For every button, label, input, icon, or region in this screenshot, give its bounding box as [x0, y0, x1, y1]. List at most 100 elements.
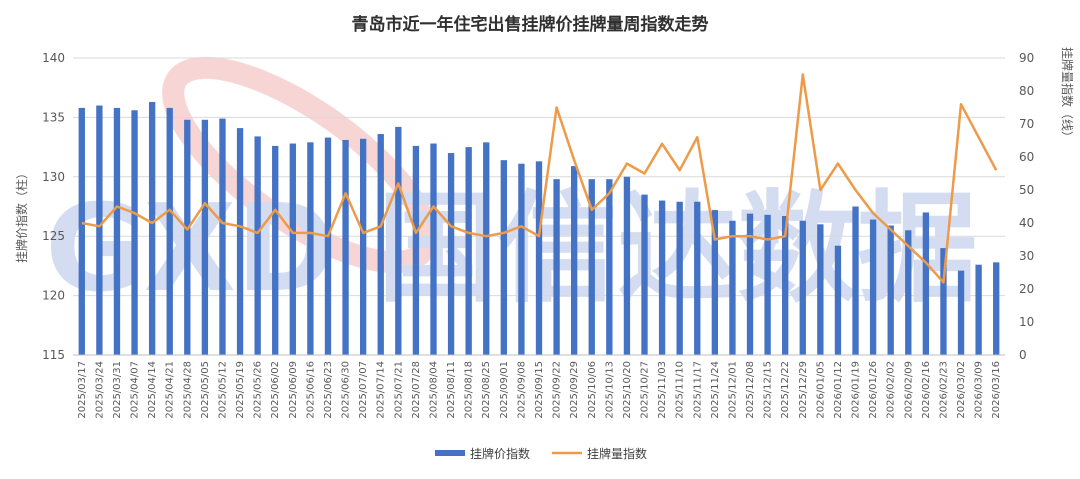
price-bar — [166, 107, 173, 355]
left-axis-label: 挂牌价指数（柱） — [14, 167, 29, 263]
price-bar — [658, 200, 666, 355]
x-tick-label: 2025/12/22 — [780, 361, 791, 419]
x-tick-label: 2025/11/24 — [710, 361, 721, 419]
right-tick-label: 50 — [1019, 183, 1034, 197]
price-bar — [975, 264, 982, 355]
price-bar — [500, 160, 507, 355]
x-tick-label: 2025/03/31 — [112, 361, 123, 419]
price-bar — [869, 219, 877, 355]
price-bar — [254, 136, 261, 355]
x-tick-label: 2025/10/27 — [640, 361, 651, 419]
right-tick-label: 30 — [1019, 249, 1034, 263]
right-tick-label: 20 — [1019, 282, 1034, 296]
x-tick-label: 2025/06/09 — [288, 361, 299, 419]
x-tick-label: 2025/05/12 — [218, 361, 229, 419]
price-bar — [571, 166, 578, 355]
x-tick-label: 2025/10/06 — [587, 361, 598, 419]
price-bar — [148, 101, 156, 356]
x-tick-label: 2025/08/18 — [464, 361, 475, 419]
price-bar — [588, 179, 595, 355]
left-tick-label: 120 — [42, 289, 65, 303]
left-y-axis: 115 120 125 130 135 140 — [42, 51, 65, 362]
x-tick-label: 2025/07/14 — [376, 361, 387, 419]
x-tick-label: 2025/07/21 — [393, 361, 404, 419]
x-tick-label: 2025/05/19 — [235, 361, 246, 419]
price-bar — [289, 143, 296, 355]
price-bar — [922, 212, 930, 355]
legend-bar-swatch — [435, 450, 465, 456]
price-index-bars — [78, 101, 1000, 356]
volume-index-line — [81, 73, 998, 284]
price-bar — [729, 220, 736, 355]
x-tick-label: 2025/05/26 — [253, 361, 264, 419]
right-tick-label: 0 — [1019, 348, 1027, 362]
price-bar — [184, 119, 191, 355]
x-tick-label: 2025/07/07 — [358, 361, 369, 419]
x-tick-label: 2025/09/01 — [499, 361, 510, 419]
x-tick-label: 2025/12/01 — [727, 361, 738, 419]
left-tick-label: 140 — [42, 51, 65, 65]
x-tick-label: 2025/04/07 — [130, 361, 141, 419]
price-bar — [78, 107, 85, 355]
right-tick-label: 40 — [1019, 216, 1034, 230]
price-bar — [465, 147, 472, 355]
x-tick-label: 2025/09/08 — [516, 361, 527, 419]
price-bar — [887, 225, 894, 355]
price-bar — [817, 224, 824, 355]
price-bar — [219, 118, 226, 355]
x-tick-label: 2025/08/25 — [481, 361, 492, 419]
price-bar — [96, 105, 103, 356]
volume-line — [81, 73, 998, 284]
price-bar — [993, 262, 1000, 355]
x-tick-label: 2025/09/22 — [552, 361, 563, 419]
x-tick-label: 2025/05/05 — [200, 361, 211, 419]
x-tick-label: 2025/11/03 — [657, 361, 668, 419]
price-bar — [641, 194, 648, 355]
x-tick-label: 2025/09/15 — [534, 361, 545, 419]
x-tick-label: 2025/06/30 — [341, 361, 352, 419]
left-tick-label: 130 — [42, 170, 65, 184]
right-axis-label: 挂牌量指数（线） — [1060, 47, 1075, 143]
x-tick-label: 2025/11/17 — [692, 361, 703, 419]
chart-title: 青岛市近一年住宅出售挂牌价挂牌量周指数走势 — [352, 14, 709, 35]
price-bar — [430, 143, 437, 355]
x-tick-label: 2026/02/23 — [939, 361, 950, 419]
x-tick-label: 2025/06/16 — [305, 361, 316, 419]
watermark-swoosh — [162, 56, 438, 274]
x-tick-label: 2026/02/02 — [886, 361, 897, 419]
x-tick-label: 2025/12/29 — [798, 361, 809, 419]
price-bar — [359, 138, 367, 355]
x-tick-label: 2025/03/17 — [77, 361, 88, 419]
x-tick-label: 2025/12/08 — [745, 361, 756, 419]
right-tick-label: 10 — [1019, 315, 1034, 329]
legend-line-label: 挂牌量指数 — [587, 446, 647, 461]
x-tick-label: 2026/03/02 — [956, 361, 967, 419]
price-bar — [113, 107, 121, 355]
x-tick-label: 2026/02/09 — [903, 361, 914, 419]
x-tick-label: 2026/01/26 — [868, 361, 879, 419]
price-bar — [342, 139, 349, 355]
price-bar — [553, 179, 560, 355]
price-bar — [324, 137, 332, 355]
x-tick-label: 2025/04/14 — [147, 361, 158, 419]
x-tick-label: 2025/11/10 — [675, 361, 686, 419]
price-bar — [377, 134, 384, 355]
right-tick-label: 60 — [1019, 150, 1034, 164]
x-tick-label: 2025/04/21 — [165, 361, 176, 419]
price-bar — [272, 145, 279, 355]
x-tick-label: 2026/02/16 — [921, 361, 932, 419]
x-tick-label: 2026/01/19 — [851, 361, 862, 419]
price-bar — [412, 145, 420, 355]
price-bar — [483, 142, 490, 355]
x-tick-label: 2025/09/29 — [569, 361, 580, 419]
price-bar — [236, 128, 244, 355]
price-bar — [905, 230, 912, 355]
right-tick-label: 90 — [1019, 51, 1034, 65]
price-bar — [447, 153, 455, 355]
price-bar — [676, 201, 683, 355]
price-bar — [711, 210, 719, 355]
x-tick-label: 2025/03/24 — [94, 361, 105, 419]
x-tick-label: 2026/03/09 — [974, 361, 985, 419]
price-bar — [518, 163, 525, 355]
